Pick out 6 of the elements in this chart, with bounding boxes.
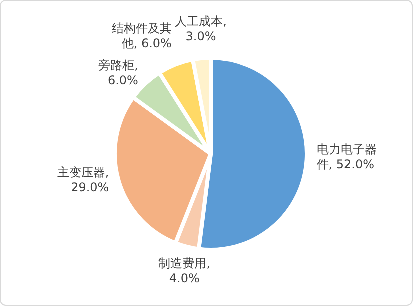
slice-label: 制造费用, 4.0% [158, 256, 211, 286]
slice-label: 旁路柜, 6.0% [98, 58, 138, 88]
slice-label: 结构件及其他, 6.0% [112, 21, 172, 50]
slice-label: 电力电子器件, 52.0% [316, 142, 377, 172]
slice-label: 主变压器, 29.0% [57, 166, 110, 195]
slice-label: 人工成本, 3.0% [175, 14, 227, 44]
